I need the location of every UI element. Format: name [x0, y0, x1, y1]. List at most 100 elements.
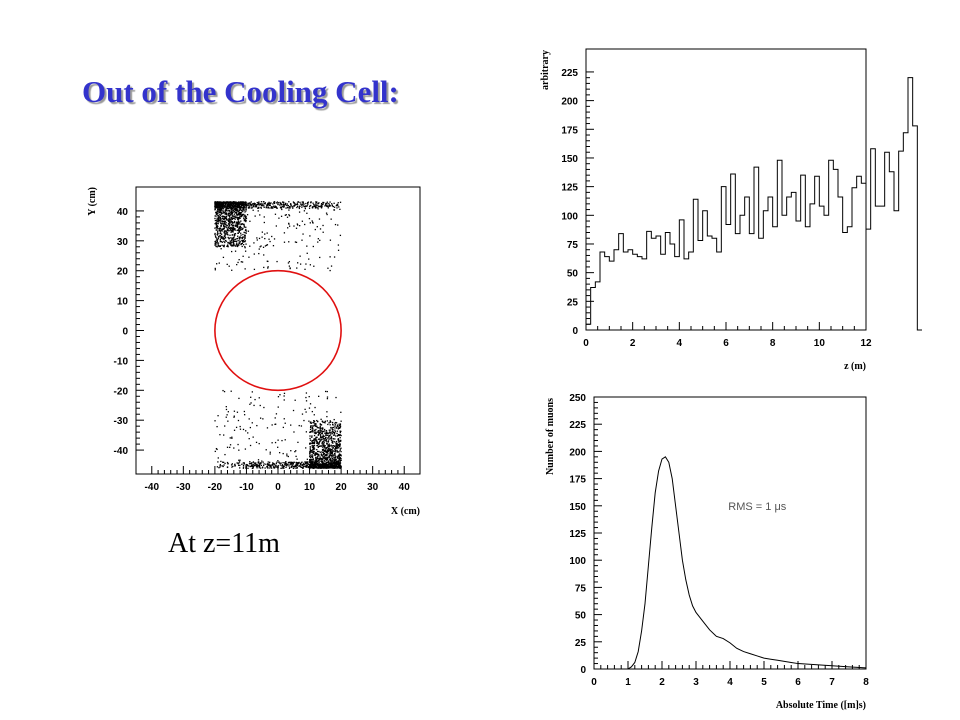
scatter-point [237, 226, 239, 228]
scatter-point [258, 397, 260, 399]
scatter-point [312, 460, 314, 462]
scatter-point [299, 203, 302, 205]
scatter-point [319, 465, 321, 467]
scatter-point [334, 449, 336, 452]
scatter-point [275, 423, 277, 425]
scatter-point [294, 451, 296, 453]
scatter-point [254, 398, 256, 401]
scatter-point [217, 205, 219, 207]
scatter-point [340, 439, 342, 442]
scatter-point [232, 216, 234, 218]
scatter-point [226, 229, 228, 231]
scatter-point [228, 209, 230, 212]
scatter-point [276, 207, 278, 209]
scatter-point [225, 224, 227, 226]
scatter-point [285, 461, 287, 463]
scatter-point [237, 464, 240, 466]
scatter-point [333, 445, 336, 448]
scatter-point [303, 210, 306, 212]
scatter-point [298, 207, 301, 210]
scatter-point [339, 201, 342, 203]
scatter-point [214, 450, 216, 453]
scatter-point [313, 465, 315, 467]
scatter-point [314, 228, 316, 231]
scatter-point [284, 439, 286, 441]
scatter-point [229, 240, 231, 242]
scatter-point [332, 438, 334, 440]
scatter-point [313, 443, 315, 445]
scatter-point [225, 219, 228, 221]
scatter-point [231, 237, 233, 239]
scatter-point [255, 464, 257, 466]
scatter-point [327, 460, 330, 462]
scatter-point [232, 465, 234, 468]
scatter-point [230, 244, 232, 247]
scatter-point [309, 467, 311, 469]
scatter-point [318, 430, 320, 432]
scatter-point [324, 449, 326, 451]
x-tick-label: 0 [275, 482, 281, 493]
scatter-point [220, 208, 222, 210]
scatter-point [327, 457, 329, 459]
scatter-point [238, 214, 241, 216]
scatter-point [321, 457, 323, 460]
scatter-point [251, 391, 253, 393]
scatter-point [237, 205, 239, 208]
scatter-point [263, 221, 265, 224]
scatter-point [336, 467, 338, 469]
scatter-point [315, 458, 318, 461]
scatter-point [261, 204, 263, 207]
scatter-point [326, 203, 328, 205]
scatter-point [328, 455, 330, 457]
scatter-point [238, 203, 240, 205]
y-tick-label: 10 [117, 297, 129, 308]
scatter-point [310, 463, 312, 465]
scatter-point [296, 223, 298, 225]
scatter-point [237, 243, 239, 245]
scatter-point [277, 396, 280, 398]
scatter-point [318, 205, 321, 208]
y-tick-label: 150 [561, 154, 578, 165]
scatter-point [214, 202, 217, 204]
scatter-point [216, 229, 218, 231]
scatter-point [222, 222, 224, 225]
scatter-point [228, 226, 230, 228]
scatter-point [235, 243, 238, 246]
scatter-point [309, 439, 312, 441]
scatter-point [311, 427, 313, 429]
scatter-point [231, 250, 233, 253]
scatter-point [221, 235, 223, 238]
scatter-point [235, 224, 237, 227]
scatter-point [326, 431, 328, 433]
scatter-point [308, 465, 310, 468]
scatter-point [245, 430, 247, 432]
scatter-point [249, 245, 251, 247]
scatter-point [229, 220, 231, 222]
scatter-point [239, 221, 241, 223]
scatter-point [326, 463, 329, 466]
x-tick-label: 10 [304, 482, 316, 493]
y-tick-label: 200 [561, 97, 578, 108]
scatter-point [231, 234, 234, 236]
scatter-point [339, 461, 341, 463]
scatter-point [219, 240, 222, 242]
scatter-point [302, 201, 304, 203]
scatter-point [296, 206, 298, 209]
y-tick-label: 25 [567, 297, 579, 308]
scatter-point [244, 250, 247, 252]
scatter-point [296, 463, 299, 465]
scatter-point [311, 456, 314, 459]
scatter-point [250, 396, 252, 398]
scatter-point [221, 215, 223, 218]
scatter-point [218, 219, 220, 222]
scatter-point [329, 448, 331, 450]
scatter-point [338, 440, 340, 442]
scatter-point [339, 434, 341, 436]
scatter-point [248, 418, 250, 420]
scatter-point [235, 205, 238, 208]
scatter-point [340, 420, 342, 422]
scatter-point [321, 204, 323, 206]
scatter-point [316, 201, 318, 203]
scatter-point [291, 463, 293, 465]
scatter-point [295, 241, 298, 244]
